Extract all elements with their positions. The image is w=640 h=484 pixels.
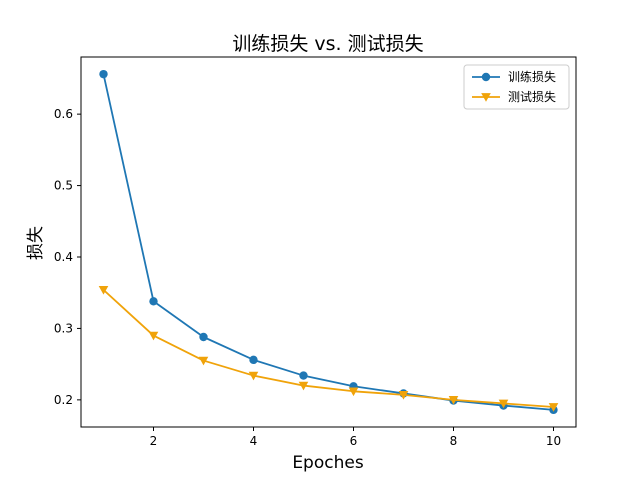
series-1-line — [102, 73, 554, 411]
series-2-line — [102, 289, 554, 408]
legend-label: 测试损失 — [508, 89, 556, 104]
series-1-point — [249, 355, 258, 365]
series-2-point — [448, 396, 459, 405]
legend-marker — [481, 72, 491, 82]
legend-label: 训练损失 — [508, 69, 556, 84]
series-2-point — [248, 371, 259, 381]
series-2-point — [98, 286, 109, 295]
series-2-point — [148, 331, 159, 341]
plot-area — [80, 56, 577, 428]
y-tick-label: 0.6 — [54, 107, 73, 121]
series-1-point — [149, 297, 158, 306]
y-tick-label: 0.5 — [54, 179, 73, 193]
chart-title: 训练损失 vs. 测试损失 — [232, 33, 423, 55]
y-tick-label: 0.3 — [54, 321, 73, 335]
x-tick-label: 6 — [350, 434, 358, 448]
series-2-point — [498, 399, 509, 409]
plot-frame — [80, 56, 577, 428]
series-2-point — [548, 403, 559, 412]
legend-item: 训练损失 — [472, 69, 556, 84]
series-1-point — [99, 69, 108, 79]
series-2-point — [298, 381, 309, 391]
x-tick-label: 8 — [450, 434, 458, 448]
x-tick-label: 10 — [546, 434, 561, 448]
x-axis-title: Epoches — [292, 453, 364, 473]
legend-box — [463, 64, 570, 110]
legend-item: 测试损失 — [472, 89, 556, 104]
y-axis-ticks: 0.2 0.3 0.4 0.5 0.6 — [54, 107, 81, 407]
series-1-point — [199, 332, 208, 342]
series-1-point — [299, 371, 308, 380]
x-axis-ticks: 2 4 6 8 10 — [150, 427, 561, 448]
x-tick-label: 2 — [150, 434, 158, 448]
series-2-point — [398, 391, 409, 400]
y-axis-title: 损失 — [26, 226, 46, 260]
series-2-point — [348, 387, 359, 397]
y-tick-label: 0.2 — [54, 393, 73, 407]
y-tick-label: 0.4 — [54, 250, 73, 264]
x-tick-label: 4 — [250, 434, 258, 448]
series-layer — [98, 69, 559, 415]
series-2-point — [198, 356, 209, 366]
legend-marker — [481, 93, 491, 102]
series-2 — [98, 286, 559, 412]
